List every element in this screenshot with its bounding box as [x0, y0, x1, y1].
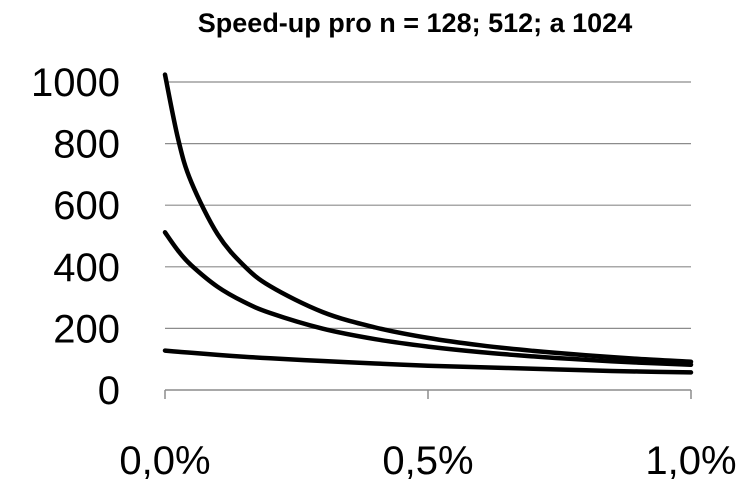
series-line-3 [162, 348, 694, 375]
y-axis-tick-labels: 0 200 400 600 800 1000 [31, 61, 120, 413]
x-axis [164, 389, 692, 399]
y-tick-label: 400 [53, 246, 120, 290]
y-tick-label: 0 [98, 369, 120, 413]
x-tick-label: 0,0% [119, 439, 210, 482]
y-tick-label: 600 [53, 184, 120, 228]
y-tick-label: 200 [53, 307, 120, 351]
y-tick-label: 800 [53, 123, 120, 167]
series-line-1 [162, 72, 694, 364]
x-tick-label: 1,0% [645, 439, 736, 482]
chart-title: Speed-up pro n = 128; 512; a 1024 [198, 8, 632, 38]
x-tick-label: 0,5% [382, 439, 473, 482]
gridlines [165, 81, 691, 329]
x-axis-tick-labels: 0,0% 0,5% 1,0% [119, 439, 736, 482]
y-tick-label: 1000 [31, 61, 120, 105]
series-line-2 [162, 230, 694, 367]
series-lines [162, 72, 694, 375]
